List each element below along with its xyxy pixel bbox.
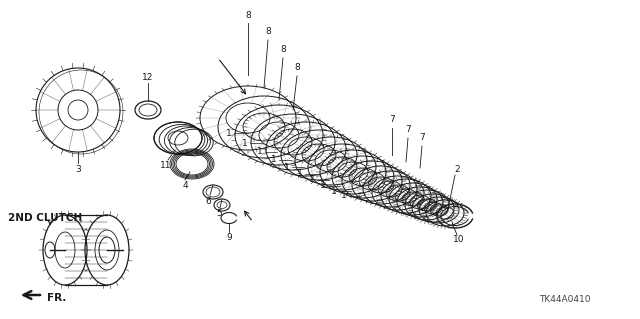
Text: 11: 11 [160, 161, 172, 170]
Text: 7: 7 [405, 125, 411, 135]
Text: 1: 1 [226, 129, 232, 137]
Text: 1: 1 [271, 155, 277, 165]
Text: 8: 8 [280, 46, 286, 55]
Text: 1: 1 [257, 147, 263, 157]
Text: 4: 4 [182, 182, 188, 190]
Text: 1: 1 [297, 169, 303, 179]
Text: 7: 7 [389, 115, 395, 124]
Text: 8: 8 [294, 63, 300, 72]
Text: 10: 10 [453, 235, 465, 244]
Text: 9: 9 [226, 233, 232, 241]
Text: 1: 1 [341, 191, 347, 201]
Text: 8: 8 [265, 27, 271, 36]
Text: FR.: FR. [47, 293, 67, 303]
Text: 2: 2 [454, 166, 460, 174]
Text: 1: 1 [309, 175, 315, 184]
Text: 2ND CLUTCH: 2ND CLUTCH [8, 213, 83, 223]
Text: 1: 1 [320, 182, 326, 190]
Text: 1: 1 [284, 162, 290, 172]
Text: 1: 1 [331, 187, 337, 196]
Text: TK44A0410: TK44A0410 [540, 295, 591, 305]
Text: 12: 12 [142, 73, 154, 83]
Text: 7: 7 [419, 133, 425, 143]
Text: 1: 1 [242, 138, 248, 147]
Text: 3: 3 [75, 165, 81, 174]
Text: 8: 8 [245, 11, 251, 19]
Text: 5: 5 [216, 210, 222, 219]
Text: 6: 6 [205, 197, 211, 205]
